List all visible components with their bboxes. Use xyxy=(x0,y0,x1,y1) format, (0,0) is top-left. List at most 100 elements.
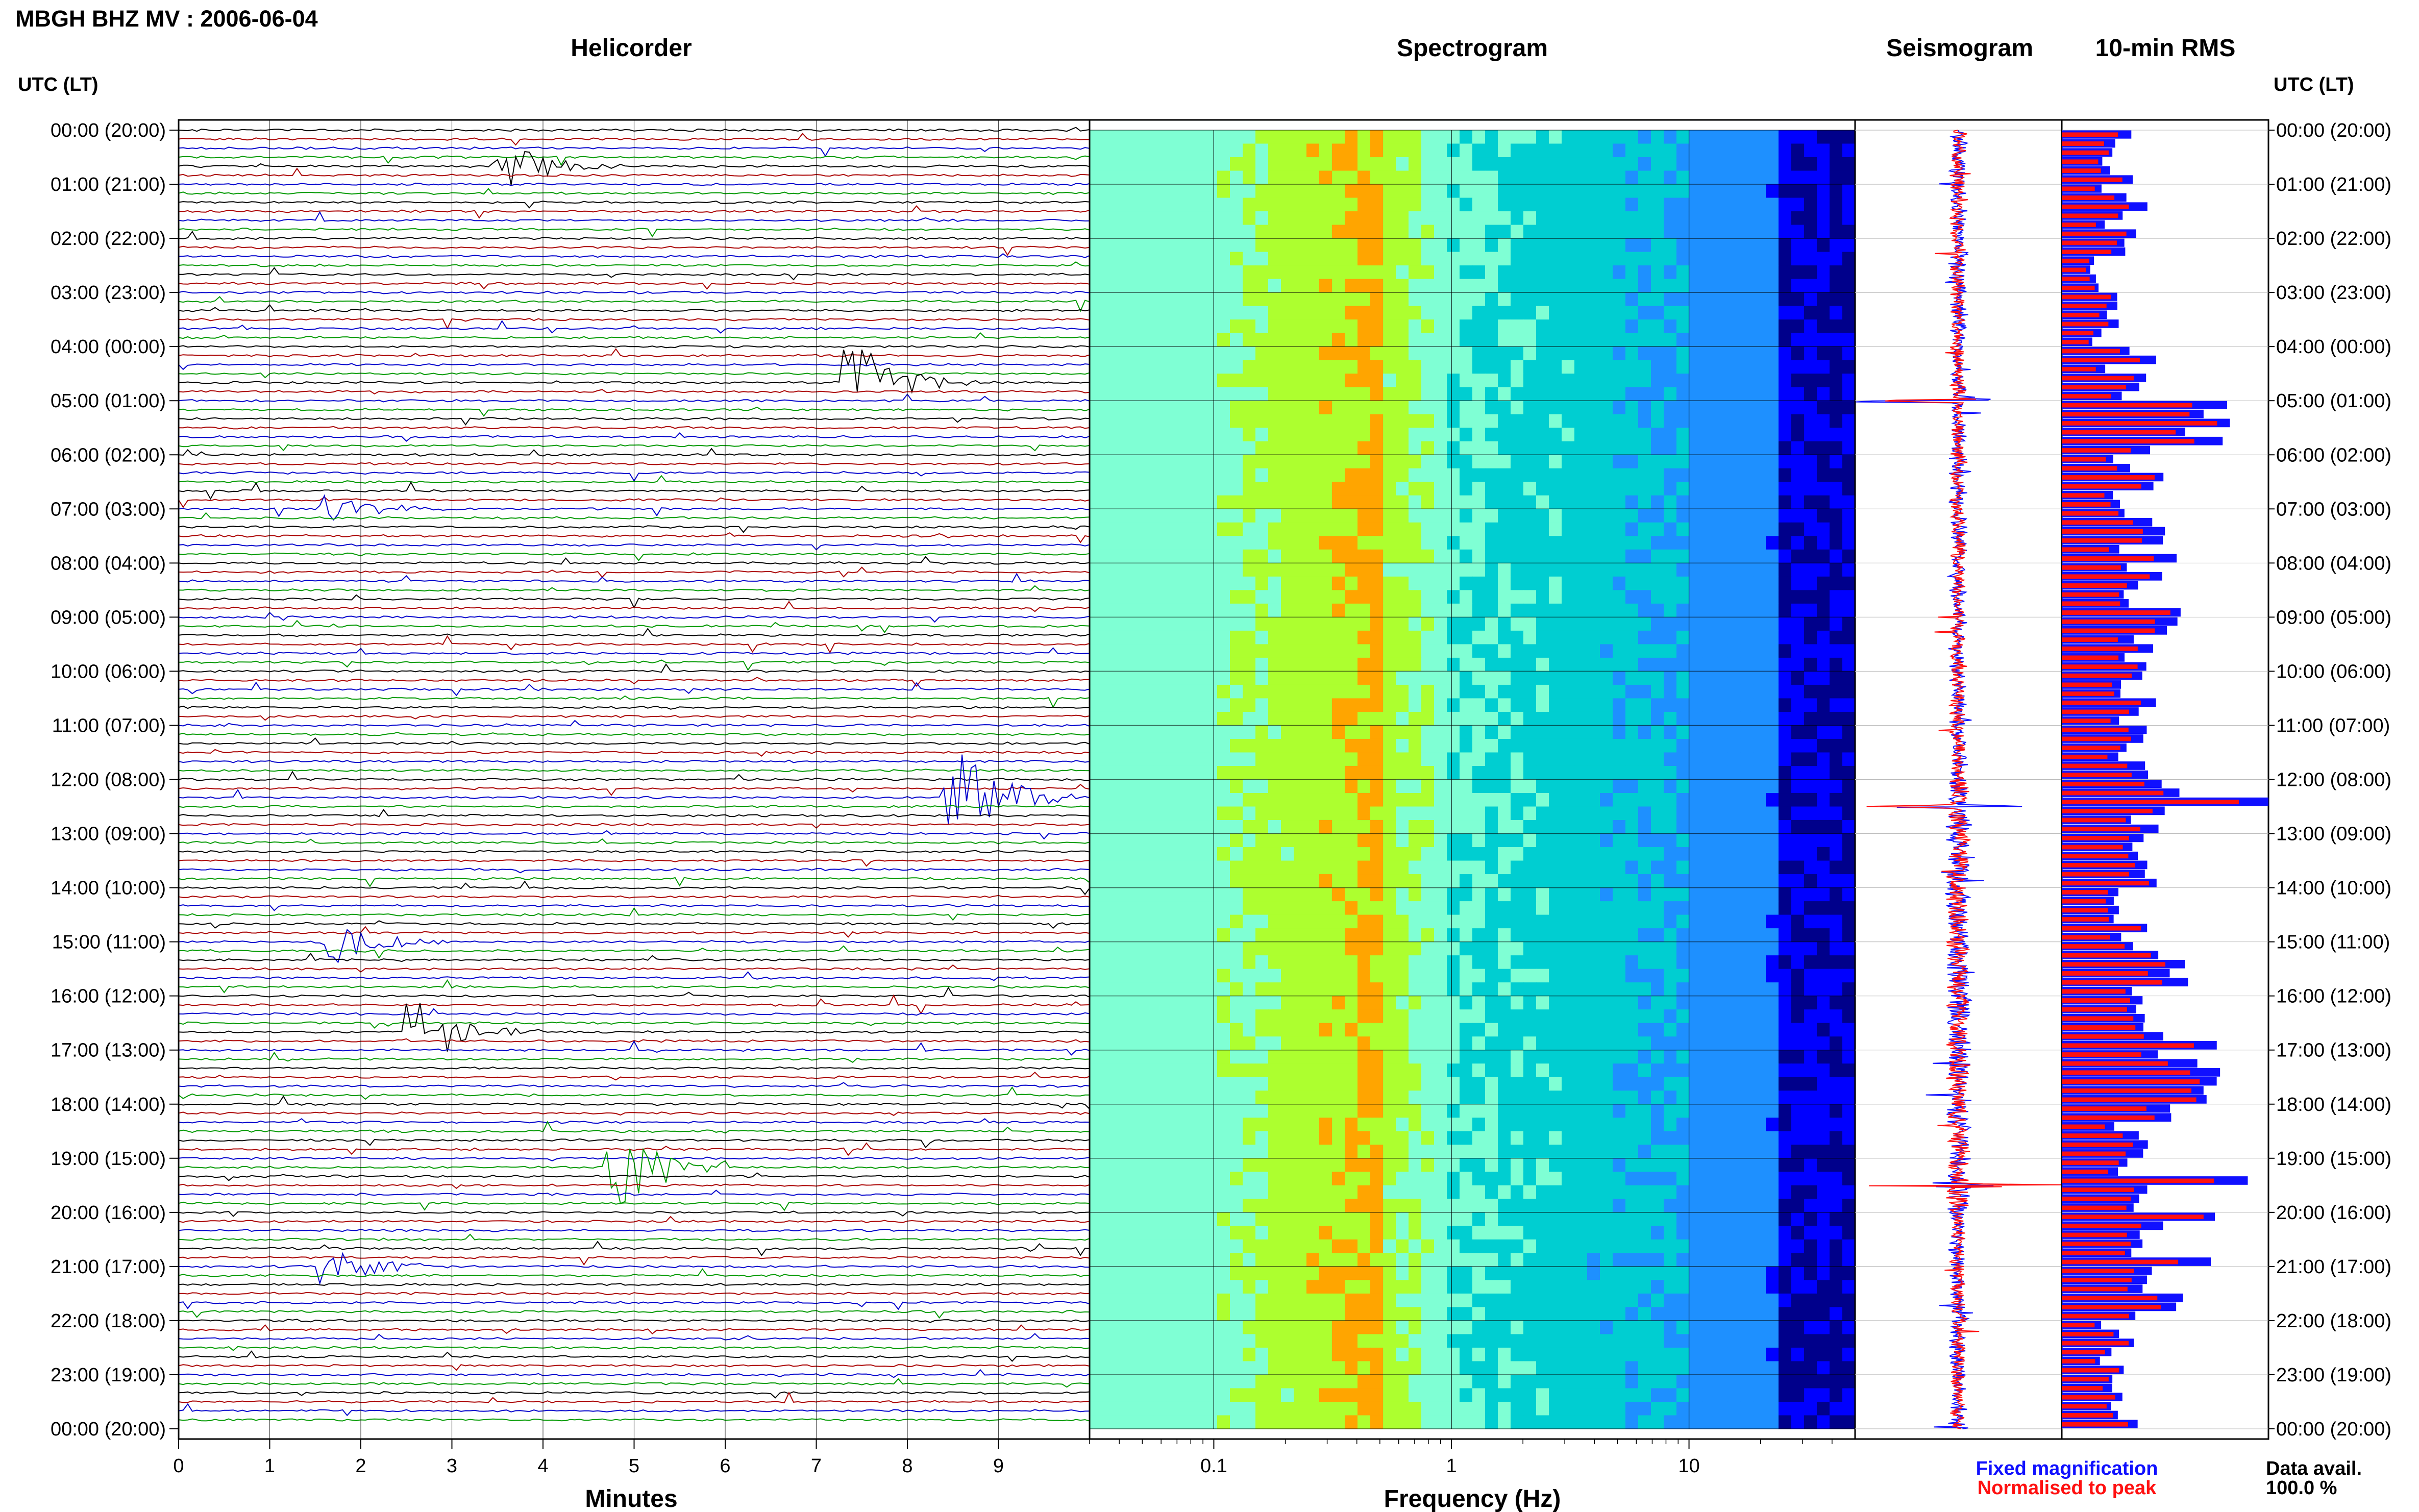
spectrogram-cell xyxy=(1421,630,1435,645)
spectrogram-cell xyxy=(1447,617,1460,631)
spectrogram-cell xyxy=(1485,1172,1498,1186)
spectrogram-cell xyxy=(1434,1158,1447,1172)
spectrogram-cell xyxy=(1804,630,1817,645)
spectrogram-cell xyxy=(1472,671,1486,685)
spectrogram-cell xyxy=(1613,157,1626,171)
spectrogram-cell xyxy=(1689,996,1702,1010)
spectrogram-cell xyxy=(1396,644,1409,658)
spectrogram-cell xyxy=(1817,211,1830,226)
spectrogram-cell xyxy=(1702,671,1715,685)
spectrogram-cell xyxy=(1230,1104,1243,1118)
spectrogram-cell xyxy=(1319,1226,1332,1240)
spectrogram-cell xyxy=(1727,847,1741,861)
spectrogram-cell xyxy=(1179,197,1192,212)
spectrogram-cell xyxy=(1281,969,1294,983)
spectrogram-cell xyxy=(1102,1050,1116,1064)
spectrogram-cell xyxy=(1574,387,1588,401)
spectrogram-cell xyxy=(1192,346,1205,361)
spectrogram-cell xyxy=(1574,765,1588,780)
spectrogram-cell xyxy=(1345,590,1358,604)
spectrogram-cell xyxy=(1102,901,1116,915)
spectrogram-cell xyxy=(1472,1063,1486,1078)
spectrogram-cell xyxy=(1523,157,1537,171)
spectrogram-cell xyxy=(1370,211,1384,226)
spectrogram-cell xyxy=(1613,495,1626,509)
spectrogram-cell xyxy=(1128,901,1141,915)
spectrogram-cell xyxy=(1396,225,1409,239)
spectrogram-cell xyxy=(1562,1077,1575,1091)
spectrogram-cell xyxy=(1409,617,1422,631)
spectrogram-cell xyxy=(1600,1239,1613,1253)
spectrogram-cell xyxy=(1676,306,1690,320)
spectrogram-cell xyxy=(1727,143,1741,158)
spectrogram-cell xyxy=(1179,590,1192,604)
spectrogram-cell xyxy=(1574,914,1588,929)
spectrogram-cell xyxy=(1306,1036,1320,1051)
spectrogram-cell xyxy=(1536,319,1549,334)
spectrogram-cell xyxy=(1421,887,1435,902)
spectrogram-cell xyxy=(1689,955,1702,970)
spectrogram-cell xyxy=(1396,752,1409,766)
spectrogram-cell xyxy=(1511,1023,1524,1037)
spectrogram-cell xyxy=(1294,765,1307,780)
spectrogram-cell xyxy=(1587,1145,1600,1159)
spectrogram-cell xyxy=(1727,1050,1741,1064)
spectrogram-cell xyxy=(1090,197,1103,212)
spectrogram-cell xyxy=(1281,1090,1294,1105)
spectrogram-cell xyxy=(1485,346,1498,361)
spectrogram-cell xyxy=(1625,969,1639,983)
spectrogram-cell xyxy=(1370,725,1384,739)
spectrogram-cell xyxy=(1511,1104,1524,1118)
spectrogram-cell xyxy=(1740,1090,1754,1105)
spectrogram-cell xyxy=(1485,374,1498,388)
spectrogram-cell xyxy=(1676,1145,1690,1159)
spectrogram-cell xyxy=(1638,455,1651,469)
spectrogram-cell xyxy=(1383,184,1396,199)
spectrogram-cell xyxy=(1332,455,1345,469)
spectrogram-cell xyxy=(1549,197,1562,212)
spectrogram-cell xyxy=(1115,1185,1128,1199)
spectrogram-cell xyxy=(1676,1212,1690,1226)
spectrogram-cell xyxy=(1141,211,1154,226)
spectrogram-cell xyxy=(1102,711,1116,726)
spectrogram-cell xyxy=(1306,1172,1320,1186)
spectrogram-cell xyxy=(1842,265,1856,280)
spectrogram-cell xyxy=(1664,969,1677,983)
spectrogram-cell xyxy=(1434,414,1447,428)
spectrogram-cell xyxy=(1562,387,1575,401)
spectrogram-cell xyxy=(1740,820,1754,834)
spectrogram-cell xyxy=(1268,319,1281,334)
spectrogram-cell xyxy=(1281,252,1294,266)
spectrogram-cell xyxy=(1166,576,1179,590)
spectrogram-cell xyxy=(1753,1145,1766,1159)
spectrogram-cell xyxy=(1166,914,1179,929)
spectrogram-cell xyxy=(1664,1226,1677,1240)
spectrogram-cell xyxy=(1243,590,1256,604)
spectrogram-cell xyxy=(1574,1118,1588,1132)
spectrogram-cell xyxy=(1753,1077,1766,1091)
spectrogram-cell xyxy=(1243,1145,1256,1159)
spectrogram-cell xyxy=(1357,441,1371,455)
spectrogram-cell xyxy=(1715,509,1728,523)
spectrogram-cell xyxy=(1192,590,1205,604)
spectrogram-cell xyxy=(1383,698,1396,712)
spectrogram-cell xyxy=(1613,657,1626,672)
spectrogram-cell xyxy=(1243,143,1256,158)
spectrogram-cell xyxy=(1842,698,1856,712)
spectrogram-cell xyxy=(1536,197,1549,212)
spectrogram-cell xyxy=(1740,644,1754,658)
spectrogram-cell xyxy=(1472,887,1486,902)
spectrogram-cell xyxy=(1460,265,1473,280)
spectrogram-cell xyxy=(1421,779,1435,794)
spectrogram-cell xyxy=(1727,644,1741,658)
spectrogram-cell xyxy=(1306,211,1320,226)
spectrogram-cell xyxy=(1370,1131,1384,1145)
spectrogram-cell xyxy=(1306,941,1320,956)
spectrogram-cell xyxy=(1715,1158,1728,1172)
spectrogram-cell xyxy=(1115,1009,1128,1024)
spectrogram-cell xyxy=(1740,1239,1754,1253)
spectrogram-cell xyxy=(1306,752,1320,766)
spectrogram-cell xyxy=(1447,346,1460,361)
spectrogram-cell xyxy=(1281,874,1294,888)
spectrogram-cell xyxy=(1830,536,1843,550)
